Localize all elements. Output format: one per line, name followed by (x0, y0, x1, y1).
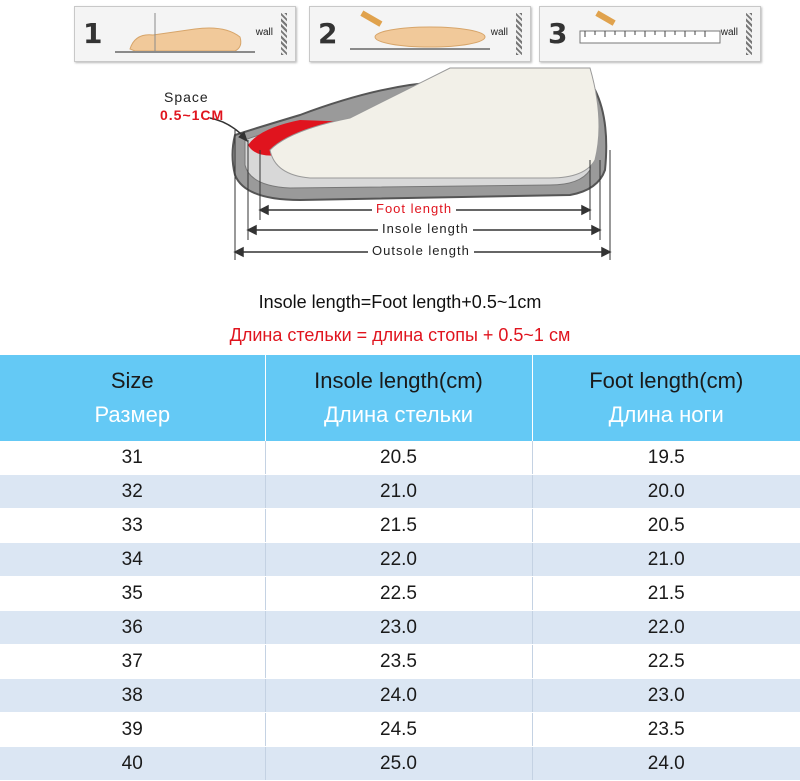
step-1: 1 wall (74, 6, 296, 62)
wall-hatch (281, 13, 287, 55)
insole-cell: 24.5 (265, 712, 533, 747)
table-row: 37 23.5 22.5 (0, 644, 800, 679)
foot-cell: 22.0 (532, 610, 800, 645)
wall-label: wall (490, 27, 508, 38)
table-row: 32 21.0 20.0 (0, 474, 800, 509)
size-cell: 39 (0, 712, 266, 747)
insole-length-label: Insole length (378, 221, 473, 236)
insole-cell: 21.5 (265, 508, 533, 543)
header-ru: Длина стельки (323, 402, 474, 427)
header-en: Foot length(cm) (589, 368, 744, 393)
header-en: Insole length(cm) (314, 368, 483, 393)
size-cell: 33 (0, 508, 266, 543)
step-2: 2 wall (309, 6, 531, 62)
space-label: Space (164, 89, 209, 105)
formula-english: Insole length=Foot length+0.5~1cm (258, 292, 542, 312)
foot-cell: 19.5 (532, 441, 800, 475)
table-row: 33 21.5 20.5 (0, 508, 800, 543)
insole-cell: 21.0 (265, 474, 533, 509)
size-cell: 40 (0, 746, 266, 781)
table-row: 38 24.0 23.0 (0, 678, 800, 713)
size-cell: 34 (0, 542, 266, 577)
header-ru: Длина ноги (608, 402, 724, 427)
header-foot-length: Foot length(cm) Длина ноги (532, 355, 800, 441)
foot-cell: 20.5 (532, 508, 800, 543)
foot-shape (269, 67, 600, 179)
foot-cell: 23.5 (532, 712, 800, 747)
formula-russian: Длина стельки = длина стопы + 0.5~1 см (229, 325, 571, 345)
header-size: Size Размер (0, 355, 266, 441)
foot-cell: 23.0 (532, 678, 800, 713)
table-row: 34 22.0 21.0 (0, 542, 800, 577)
size-cell: 38 (0, 678, 266, 713)
measurement-steps: 1 wall 2 wall 3 wall (74, 6, 764, 62)
table-header-row: Size Размер Insole length(cm) Длина стел… (0, 355, 800, 441)
size-cell: 36 (0, 610, 266, 645)
table-row: 35 22.5 21.5 (0, 576, 800, 611)
ruler-icon (579, 10, 721, 44)
header-en: Size (110, 368, 154, 393)
shoe-diagram (209, 67, 612, 260)
size-cell: 37 (0, 644, 266, 679)
step-number: 3 (548, 17, 568, 50)
wall-hatch (516, 13, 522, 55)
wall-label: wall (720, 27, 738, 38)
foot-cell: 21.5 (532, 576, 800, 611)
insole-cell: 24.0 (265, 678, 533, 713)
table-row: 39 24.5 23.5 (0, 712, 800, 747)
insole-cell: 22.0 (265, 542, 533, 577)
size-cell: 32 (0, 474, 266, 509)
insole-cell: 23.0 (265, 610, 533, 645)
foot-length-label: Foot length (372, 201, 457, 216)
foot-cell: 21.0 (532, 542, 800, 577)
table-row: 31 20.5 19.5 (0, 441, 800, 475)
step-number: 2 (318, 17, 338, 50)
size-cell: 31 (0, 441, 266, 475)
foot-cell: 20.0 (532, 474, 800, 509)
insole-cell: 25.0 (265, 746, 533, 781)
foot-cell: 24.0 (532, 746, 800, 781)
header-insole-length: Insole length(cm) Длина стельки (265, 355, 533, 441)
wall-hatch (746, 13, 752, 55)
space-value: 0.5~1CM (160, 107, 225, 123)
insole-cell: 20.5 (265, 441, 533, 475)
size-table: Size Размер Insole length(cm) Длина стел… (0, 355, 800, 781)
table-row: 40 25.0 24.0 (0, 746, 800, 781)
wall-label: wall (255, 27, 273, 38)
step-3: 3 wall (539, 6, 761, 62)
size-cell: 35 (0, 576, 266, 611)
step-number: 1 (83, 17, 103, 50)
insole-cell: 23.5 (265, 644, 533, 679)
foot-mark-icon (350, 10, 490, 50)
insole-cell: 22.5 (265, 576, 533, 611)
header-ru: Размер (94, 402, 171, 427)
table-row: 36 23.0 22.0 (0, 610, 800, 645)
foot-cell: 22.5 (532, 644, 800, 679)
foot-on-floor-icon (115, 13, 255, 53)
outsole-length-label: Outsole length (368, 243, 474, 258)
